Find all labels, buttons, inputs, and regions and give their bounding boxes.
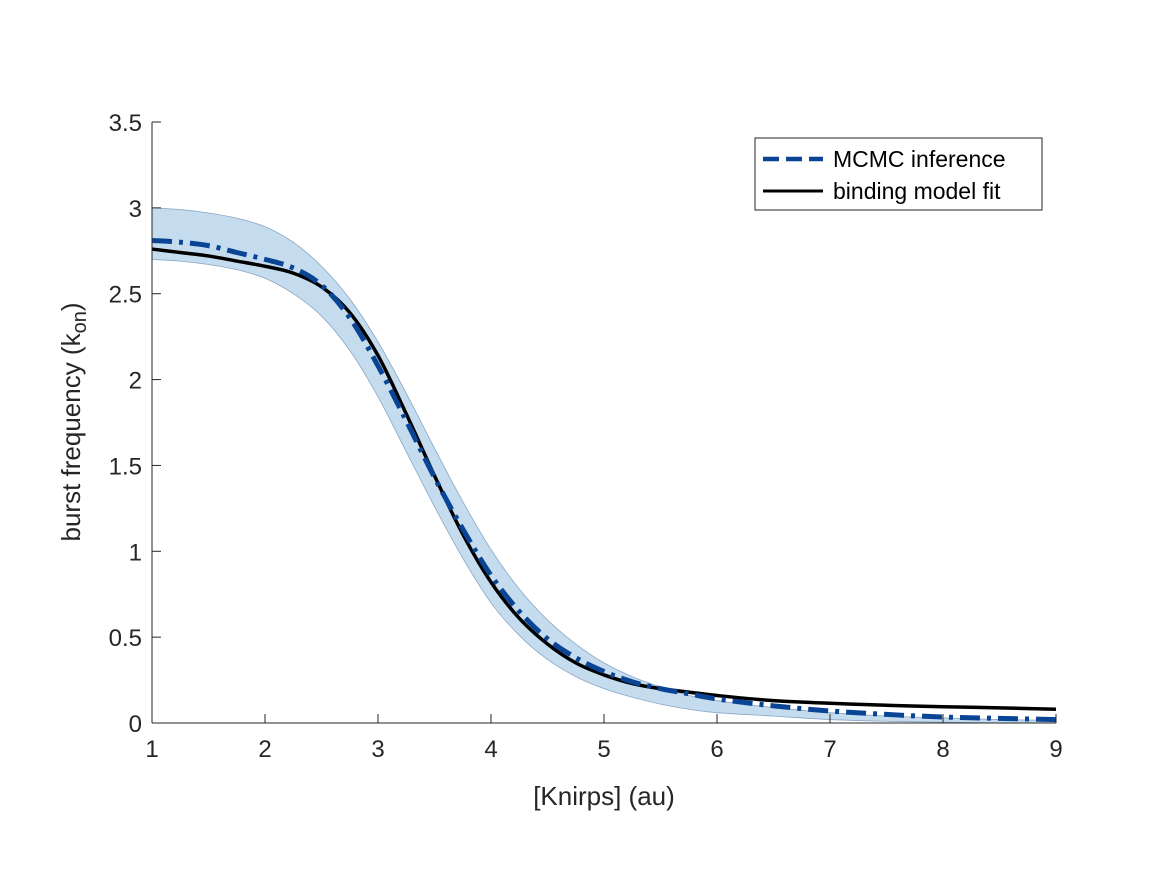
x-tick-label: 7 — [823, 736, 836, 763]
legend: MCMC inference binding model fit — [754, 137, 1043, 211]
y-tick-label: 3 — [129, 196, 142, 223]
y-tick-label: 3.5 — [109, 110, 142, 137]
x-tick-label: 4 — [484, 736, 497, 763]
x-tick-label: 2 — [258, 736, 271, 763]
legend-label-binding: binding model fit — [833, 178, 1001, 204]
y-tick-label: 2.5 — [109, 282, 142, 309]
confidence-band — [151, 207, 1057, 724]
x-tick-label: 3 — [371, 736, 384, 763]
y-axis-label-subscript: on — [69, 311, 91, 333]
confidence-band-layer — [151, 207, 1057, 724]
series-layer — [151, 237, 1057, 723]
x-tick-label: 5 — [597, 736, 610, 763]
legend-box — [754, 137, 1043, 211]
y-tick-label: 2 — [129, 368, 142, 395]
x-tick-label: 8 — [936, 736, 949, 763]
series-line-mcmc-inference — [151, 237, 1057, 723]
x-tick-label: 6 — [710, 736, 723, 763]
x-axis-label: [Knirps] (au) — [533, 781, 675, 811]
axes — [151, 122, 1056, 724]
y-tick-label: 1 — [129, 539, 142, 566]
y-tick-label: 0 — [129, 711, 142, 738]
y-axis-label: burst frequency (kon) — [56, 302, 91, 541]
y-tick-label: 0.5 — [109, 625, 142, 652]
x-tick-label: 9 — [1049, 736, 1062, 763]
tick-layer: 1 2 3 4 5 6 7 8 9 0 0.5 1 1.5 2 2.5 3 3.5 — [109, 110, 1063, 763]
y-axis-label-main: burst frequency (k — [56, 332, 86, 541]
svg-text:burst frequency (kon): burst frequency (kon) — [56, 302, 91, 541]
x-tick-label: 1 — [145, 736, 158, 763]
series-line-binding-model-fit — [151, 247, 1057, 712]
legend-label-mcmc: MCMC inference — [833, 146, 1006, 172]
y-axis-label-close: ) — [56, 302, 86, 311]
y-tick-label: 1.5 — [109, 453, 142, 480]
